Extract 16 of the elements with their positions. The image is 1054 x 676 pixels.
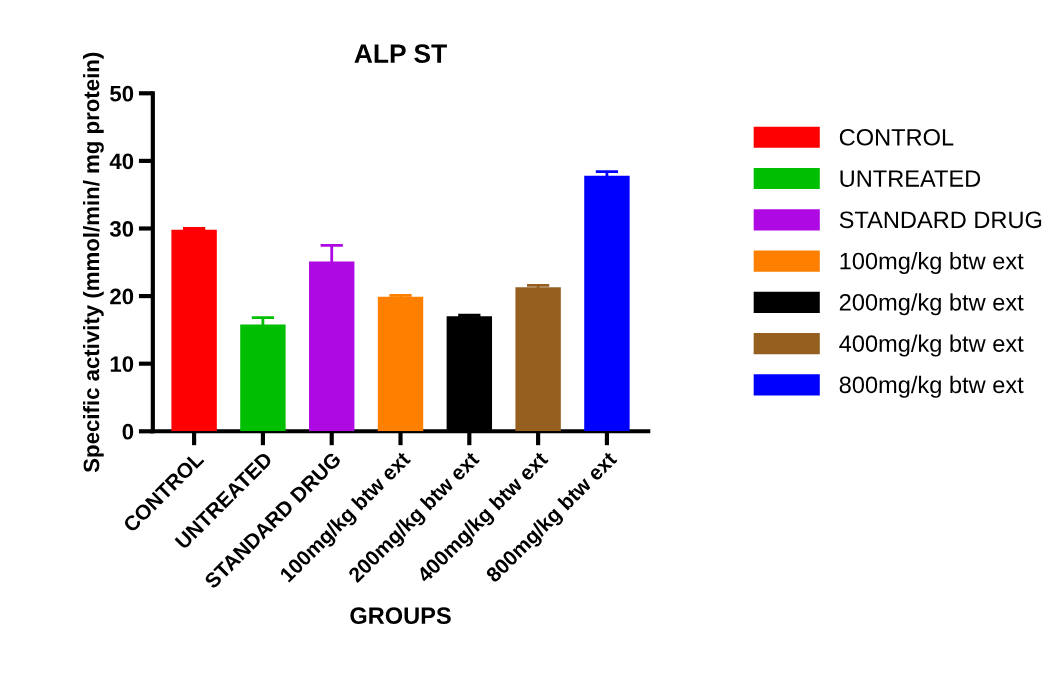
chart-title: ALP ST <box>354 44 447 63</box>
y-tick-label: 50 <box>110 85 134 102</box>
legend-label: 800mg/kg btw ext <box>839 375 1024 398</box>
y-tick-label: 40 <box>109 153 134 170</box>
legend-label: 400mg/kg btw ext <box>839 334 1024 357</box>
y-tick-label: 0 <box>122 423 134 440</box>
y-tick-label: 30 <box>109 221 134 237</box>
y-axis-title: Specific activity (mmol/min/ mg protein) <box>83 52 104 473</box>
y-tick-label: 10 <box>110 356 134 372</box>
legend-label: UNTREATED <box>840 170 981 187</box>
legend-label: STANDARD DRUG <box>839 211 1042 229</box>
y-tick-label: 20 <box>110 288 134 305</box>
x-axis-title: GROUPS <box>350 607 451 625</box>
legend-label: 100mg/kg btw ext <box>840 252 1024 275</box>
legend-label: 200mg/kg btw ext <box>839 293 1024 316</box>
legend-label: CONTROL <box>839 128 954 146</box>
